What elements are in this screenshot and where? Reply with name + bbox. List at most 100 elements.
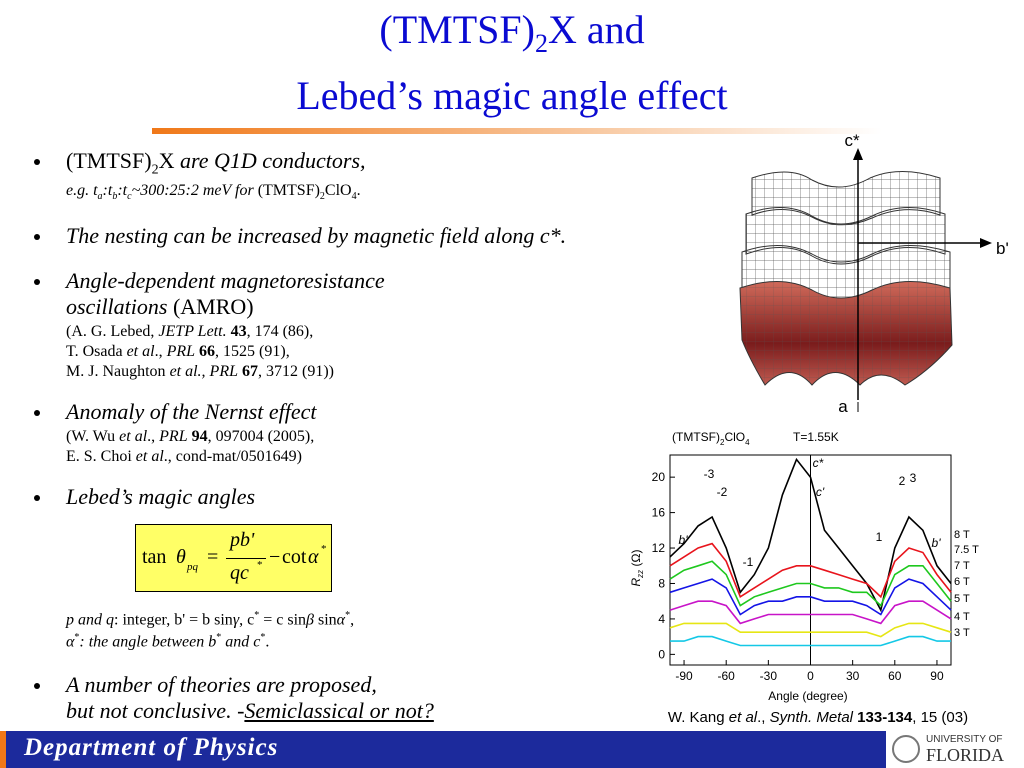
bullet <box>34 234 40 240</box>
annotation: 2 <box>899 474 906 488</box>
sub: b <box>112 191 118 203</box>
legend-label: 4 T <box>954 611 970 623</box>
y-tick-label: 16 <box>652 506 666 520</box>
department: Department of Physics <box>24 734 279 761</box>
sup: * <box>74 632 80 643</box>
text: ., <box>154 343 167 360</box>
text: Semiclassical or not? <box>244 698 434 723</box>
sub: a <box>97 191 103 203</box>
formula-text: cot <box>282 546 307 568</box>
text: 66 <box>195 343 216 360</box>
citation-part: W. Kang <box>668 709 729 726</box>
text: α <box>66 633 75 651</box>
text: oscillations <box>66 294 168 319</box>
annotation: 1 <box>876 530 883 544</box>
text: :t <box>117 182 128 199</box>
title-text: (TMTSF) <box>379 7 535 52</box>
citation-part: , 15 (03) <box>912 709 968 726</box>
text: ., cond-mat/0501649) <box>163 448 302 465</box>
axis-label: a <box>838 397 848 416</box>
series-line <box>669 622 952 638</box>
seal <box>892 735 920 763</box>
sup: * <box>216 632 222 643</box>
text: . <box>356 182 361 199</box>
text-line: (TMTSF)2X are Q1D conductors, <box>66 148 366 178</box>
annotation: -2 <box>717 485 728 499</box>
text: PRL <box>166 343 196 360</box>
legend-label: 6 T <box>954 576 970 588</box>
formula-text: * <box>321 543 327 555</box>
text: , <box>350 611 355 629</box>
text: 67 <box>238 363 258 380</box>
y-axis-label: Rzz (Ω) <box>629 550 645 587</box>
title-line: Lebed’s magic angle effect <box>296 73 728 118</box>
text-line: T. Osada et al., PRL 66, 1525 (91), <box>66 343 290 361</box>
y-label-part: R <box>629 577 643 586</box>
text-line: (W. Wu et al., PRL 94, 097004 (2005), <box>66 428 314 446</box>
chart-title-part: 4 <box>745 438 750 447</box>
fermi-surface: c* b' a <box>739 131 1009 416</box>
series-line <box>669 457 952 613</box>
citation: W. Kang et al., Synth. Metal 133-134, 15… <box>668 709 968 726</box>
y-tick-label: 4 <box>658 612 665 626</box>
text-line: but not conclusive. -Semiclassical or no… <box>66 698 434 724</box>
annotation: 3 <box>910 471 917 485</box>
title-text: X and <box>547 7 645 52</box>
text-line: The nesting can be increased by magnetic… <box>66 223 566 249</box>
text: . <box>265 633 270 651</box>
bullet <box>34 495 40 501</box>
text-line: E. S. Choi et al., cond-mat/0501649) <box>66 448 302 466</box>
annotation: -1 <box>743 555 754 569</box>
legend-label: 7 T <box>954 560 970 572</box>
text: α <box>336 611 346 629</box>
title-rule <box>152 128 882 134</box>
text-line: α*: the angle between b* and c*. <box>66 632 269 651</box>
logo-area: UNIVERSITY OF FLORIDA <box>886 731 1024 768</box>
sub: 4 <box>351 191 357 203</box>
citation-part: 133-134 <box>853 709 913 726</box>
chart-subtitle: T=1.55K <box>793 430 839 444</box>
text-line: (A. G. Lebed, JETP Lett. 43, 174 (86), <box>66 323 313 341</box>
y-tick-label: 12 <box>652 541 666 555</box>
sub: 2 <box>319 191 325 203</box>
text: et al <box>119 428 148 445</box>
formula-text: qc <box>230 562 249 584</box>
text: (W. Wu <box>66 428 120 445</box>
x-tick-label: -60 <box>718 669 736 683</box>
text: ClO <box>324 182 352 199</box>
text: A number of theories are proposed, <box>66 672 377 697</box>
formula-text: = <box>207 546 219 568</box>
text: (TMTSF) <box>66 148 152 173</box>
formula-box: tan θ pq = pb' qc * − cot α * <box>135 524 332 592</box>
legend-label: 5 T <box>954 593 970 605</box>
formula-text: * <box>257 559 263 571</box>
text: and c <box>221 633 261 651</box>
x-axis-label: Angle (degree) <box>768 689 847 703</box>
annotation: c' <box>816 485 825 499</box>
text: (A. G. Lebed, <box>66 323 159 340</box>
text: 94 <box>187 428 208 445</box>
text: ., <box>147 428 160 445</box>
y-label-part: zz <box>636 570 645 579</box>
text: ~300:25:2 meV for <box>131 182 258 199</box>
series-line <box>669 578 952 616</box>
sub: c <box>127 191 132 203</box>
annotation: -3 <box>704 467 715 481</box>
legend-label: 8 T <box>954 529 970 541</box>
text: E. S. Choi <box>66 448 136 465</box>
fraction-bar <box>226 558 266 559</box>
x-tick-label: -90 <box>675 669 693 683</box>
annotation: b' <box>679 533 689 547</box>
text: et al., PRL <box>169 363 238 380</box>
formula-text: − <box>269 546 281 568</box>
footer-accent <box>0 731 6 768</box>
x-tick-label: 60 <box>888 669 902 683</box>
text: JETP Lett. <box>158 323 227 340</box>
text: are Q1D conductors, <box>179 148 366 173</box>
axis-label: b' <box>996 239 1009 258</box>
text: (AMRO) <box>167 294 254 319</box>
sup: * <box>345 610 351 621</box>
chart-title-part: (TMTSF) <box>672 430 720 444</box>
formula-text: pq <box>187 561 198 573</box>
series-line <box>669 600 952 625</box>
